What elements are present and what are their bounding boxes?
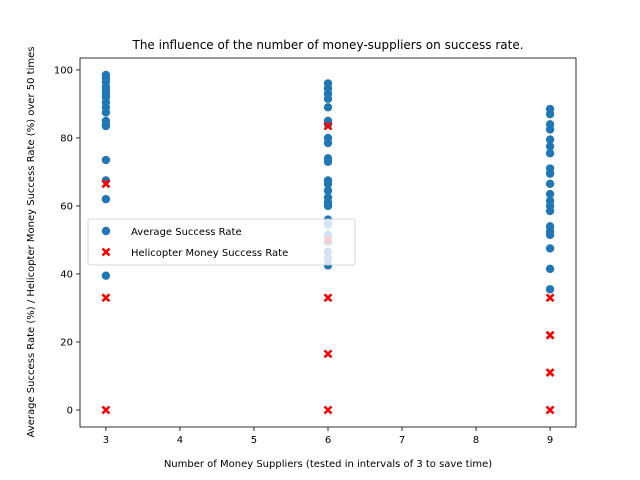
average-success-point [545, 142, 555, 151]
y-tick-label: 80 [60, 133, 73, 144]
x-tick-label: 7 [399, 435, 405, 446]
x-tick-label: 5 [251, 435, 257, 446]
x-tick-label: 6 [325, 435, 331, 446]
average-success-point [323, 94, 333, 104]
helicopter-success-point [323, 349, 333, 359]
average-success-point [101, 155, 111, 165]
helicopter-success-point [101, 179, 111, 189]
average-success-point [101, 108, 111, 117]
average-success-point [101, 121, 111, 131]
y-axis-label: Average Success Rate (%) / Helicopter Mo… [26, 47, 37, 438]
average-success-point [323, 186, 333, 195]
average-success-point [323, 138, 333, 148]
legend: Average Success Rate Helicopter Money Su… [87, 218, 356, 266]
helicopter-success-point [101, 405, 111, 415]
average-success-point [323, 157, 333, 166]
average-success-point [545, 244, 555, 253]
x-tick-label: 9 [547, 435, 553, 446]
average-success-point [323, 201, 333, 211]
y-tick-label: 40 [60, 269, 73, 280]
average-success-point [545, 230, 555, 240]
average-success-point [545, 125, 555, 134]
helicopter-success-point [545, 405, 555, 415]
helicopter-success-point [323, 121, 333, 131]
y-tick-label: 0 [67, 405, 73, 416]
average-success-point [101, 194, 111, 204]
helicopter-success-point [323, 293, 333, 303]
x-tick-label: 8 [473, 435, 479, 446]
average-success-point [101, 271, 111, 280]
legend-box [87, 218, 356, 266]
helicopter-success-point [545, 368, 555, 378]
average-success-point [323, 179, 333, 189]
legend-label-helicopter: Helicopter Money Success Rate [131, 248, 288, 259]
average-success-point [545, 135, 555, 144]
average-success-point [323, 103, 333, 112]
x-axis-label: Number of Money Suppliers (tested in int… [164, 459, 492, 470]
helicopter-success-point [101, 293, 111, 303]
x-tick-label: 4 [177, 435, 183, 446]
legend-marker-helicopter [101, 247, 111, 257]
average-success-point [545, 189, 555, 199]
average-success-point [545, 179, 555, 189]
helicopter-success-point [323, 405, 333, 415]
legend-marker-average [101, 226, 111, 236]
chart-title: The influence of the number of money-sup… [131, 38, 523, 52]
average-success-point [545, 285, 555, 294]
average-success-point [545, 206, 555, 216]
average-success-point [545, 149, 555, 158]
average-success-point [545, 169, 555, 178]
helicopter-success-point [545, 293, 555, 303]
average-success-point [545, 264, 555, 274]
helicopter-success-point [545, 330, 555, 340]
legend-label-average: Average Success Rate [131, 227, 242, 238]
average-success-point [545, 109, 555, 119]
y-tick-label: 20 [60, 337, 73, 348]
y-tick-label: 60 [60, 201, 73, 212]
x-tick-label: 3 [103, 435, 109, 446]
y-tick-label: 100 [54, 65, 73, 76]
